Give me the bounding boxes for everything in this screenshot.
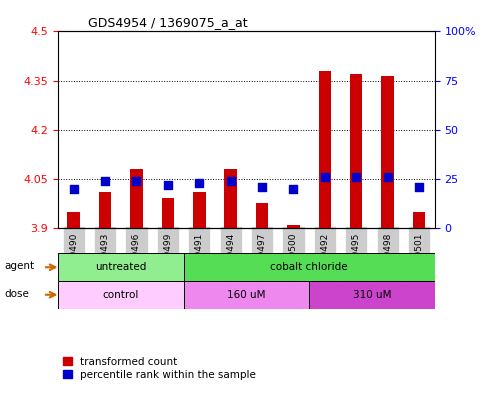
Point [384,174,392,180]
Bar [161,198,174,228]
Bar [193,192,206,228]
Text: cobalt chloride: cobalt chloride [270,262,348,272]
Bar [350,74,363,228]
Bar [224,169,237,228]
Point [133,178,141,184]
Text: dose: dose [5,289,30,299]
Bar [287,225,299,228]
Text: agent: agent [5,261,35,272]
FancyBboxPatch shape [58,253,184,281]
Point [70,185,78,192]
Bar [68,211,80,228]
Text: GDS4954 / 1369075_a_at: GDS4954 / 1369075_a_at [88,16,248,29]
Text: control: control [102,290,139,300]
Point [164,182,172,188]
Bar [319,71,331,228]
Point [258,184,266,190]
Bar [413,211,426,228]
Text: 310 uM: 310 uM [353,290,391,300]
Point [101,178,109,184]
Bar [256,204,269,228]
Point [290,185,298,192]
Legend: transformed count, percentile rank within the sample: transformed count, percentile rank withi… [63,357,256,380]
Point [353,174,360,180]
Point [415,184,423,190]
Point [321,174,328,180]
Text: untreated: untreated [95,262,146,272]
FancyBboxPatch shape [184,253,435,281]
Point [195,180,203,186]
FancyBboxPatch shape [309,281,435,309]
Bar [382,75,394,228]
Bar [99,192,112,228]
FancyBboxPatch shape [184,281,309,309]
FancyBboxPatch shape [58,281,184,309]
Bar [130,169,143,228]
Text: 160 uM: 160 uM [227,290,266,300]
Point [227,178,235,184]
